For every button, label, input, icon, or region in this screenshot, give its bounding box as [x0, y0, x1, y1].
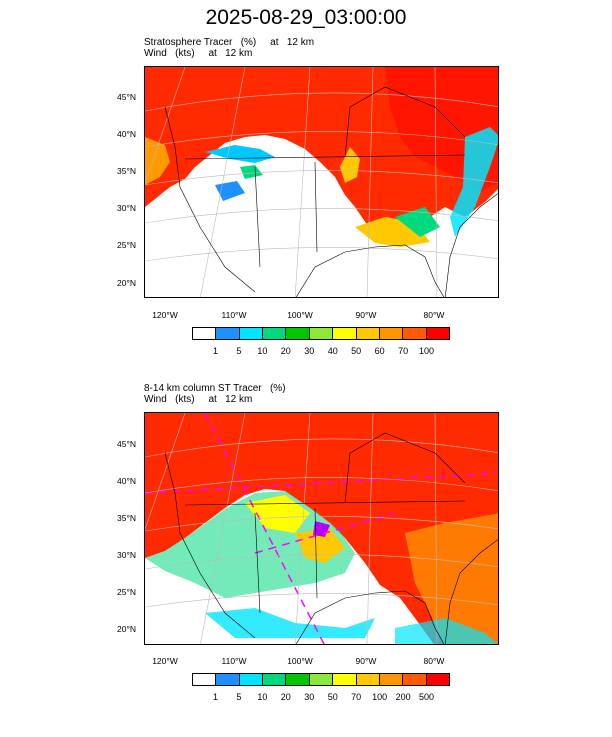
colorbar-tick-label: 500	[419, 692, 435, 702]
panel1-lat-label: 25°N	[117, 240, 136, 250]
figure-title: 2025-08-29_03:00:00	[205, 6, 407, 29]
panel2-lon-label: 100°W	[287, 656, 313, 666]
panel2-lat-label: 25°N	[117, 587, 136, 597]
panel1-lon-label: 100°W	[287, 310, 313, 320]
colorbar-tick-label: 100	[419, 346, 435, 356]
colorbar-swatch	[309, 328, 334, 339]
colorbar-tick-label: 10	[257, 692, 268, 702]
colorbar-swatch	[193, 328, 217, 339]
colorbar-swatch	[216, 328, 240, 339]
colorbar-swatch	[379, 328, 404, 339]
panel1-lon-label: 90°W	[355, 310, 377, 320]
panel2-lon-label: 90°W	[355, 656, 377, 666]
colorbar-tick-label: 20	[280, 346, 291, 356]
panel1-lat-label: 40°N	[117, 129, 136, 139]
panel2-lon-label: 80°W	[423, 656, 445, 666]
panel1-subtitle-tracer: Stratosphere Tracer (%) at 12 km	[144, 37, 315, 48]
panel1-lat-label: 45°N	[117, 92, 136, 102]
colorbar-swatch	[309, 674, 334, 685]
panel2-colorbar-labels: 1 5 10 20 30 50 70 100 200 500	[192, 692, 450, 704]
colorbar-swatch	[239, 674, 264, 685]
panel2-lat-label: 30°N	[117, 550, 136, 560]
colorbar-tick-label: 50	[327, 692, 338, 702]
colorbar-tick-label: 5	[236, 346, 242, 356]
colorbar-tick-label: 100	[372, 692, 388, 702]
colorbar-swatch	[356, 674, 380, 685]
colorbar-tick-label: 20	[280, 692, 291, 702]
colorbar-tick-label: 70	[398, 346, 409, 356]
panel2-tracer-field	[145, 413, 498, 644]
colorbar-tick-label: 1	[212, 346, 218, 356]
panel1-colorbar-labels: 1 5 10 20 30 40 50 60 70 100	[192, 346, 450, 358]
panel1-subtitle-wind: Wind (kts) at 12 km	[144, 48, 253, 59]
colorbar-swatch	[263, 328, 287, 339]
panel2-subtitle-wind: Wind (kts) at 12 km	[144, 394, 253, 405]
colorbar-tick-label: 30	[304, 692, 315, 702]
colorbar-swatch	[426, 674, 449, 685]
panel2-lon-label: 120°W	[152, 656, 178, 666]
colorbar-tick-label: 60	[374, 346, 385, 356]
panel2-lon-label: 110°W	[221, 656, 247, 666]
panel2-map-svg	[145, 413, 498, 644]
panel2-subtitle-tracer: 8-14 km column ST Tracer (%)	[144, 383, 286, 394]
colorbar-swatch	[379, 674, 404, 685]
colorbar-swatch	[286, 674, 310, 685]
colorbar-tick-label: 40	[327, 346, 338, 356]
colorbar-tick-label: 70	[351, 692, 362, 702]
colorbar-tick-label: 200	[395, 692, 411, 702]
panel2-lat-label: 45°N	[117, 439, 136, 449]
colorbar-swatch	[286, 328, 310, 339]
colorbar-tick-label: 30	[304, 346, 315, 356]
colorbar-swatch	[403, 674, 427, 685]
panel1-map-svg	[145, 67, 498, 297]
colorbar-swatch	[263, 674, 287, 685]
panel1-lat-label: 20°N	[117, 278, 136, 288]
colorbar-swatch	[216, 674, 240, 685]
panel1-lon-label: 120°W	[152, 310, 178, 320]
panel1-map	[144, 66, 499, 298]
panel2-lat-label: 20°N	[117, 624, 136, 634]
panel1-lat-label: 35°N	[117, 166, 136, 176]
panel2-lat-label: 40°N	[117, 476, 136, 486]
panel1-lon-label: 110°W	[221, 310, 247, 320]
colorbar-swatch	[333, 328, 357, 339]
colorbar-swatch	[403, 328, 427, 339]
colorbar-swatch	[239, 328, 264, 339]
colorbar-tick-label: 10	[257, 346, 268, 356]
panel2-map	[144, 412, 499, 645]
colorbar-tick-label: 50	[351, 346, 362, 356]
panel1-lon-label: 80°W	[423, 310, 445, 320]
colorbar-tick-label: 5	[236, 692, 242, 702]
colorbar-swatch	[333, 674, 357, 685]
colorbar-swatch	[426, 328, 449, 339]
panel2-colorbar	[192, 673, 450, 686]
colorbar-swatch	[356, 328, 380, 339]
panel1-lat-label: 30°N	[117, 203, 136, 213]
colorbar-swatch	[193, 674, 217, 685]
panel1-colorbar	[192, 327, 450, 340]
panel2-lat-label: 35°N	[117, 513, 136, 523]
colorbar-tick-label: 1	[212, 692, 218, 702]
